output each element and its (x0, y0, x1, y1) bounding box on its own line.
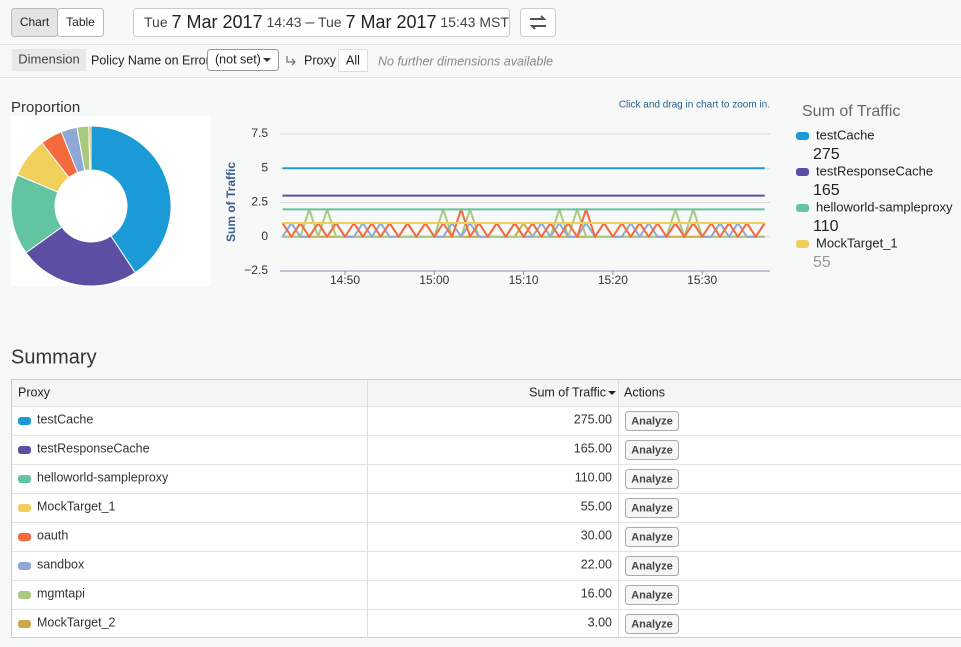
row-value: 165.00 (574, 441, 612, 455)
row-value: 16.00 (581, 586, 612, 600)
row-proxy: oauth (37, 528, 68, 542)
proxy-label: Proxy (304, 53, 337, 67)
chart-toggle-label[interactable]: Chart (20, 15, 50, 29)
swap-button[interactable] (521, 9, 556, 37)
legend-label: testResponseCache (816, 163, 933, 178)
header-actions: Actions (624, 385, 665, 399)
table-header (12, 380, 961, 406)
x-tick-label: 15:20 (598, 273, 628, 287)
legend-swatch (796, 132, 809, 140)
x-tick-label: 14:50 (330, 273, 360, 287)
row-swatch (18, 475, 31, 483)
row-value: 22.00 (581, 557, 612, 571)
analyze-label[interactable]: Analyze (631, 618, 673, 630)
row-value: 3.00 (588, 615, 612, 629)
header-value[interactable]: Sum of Traffic (529, 385, 606, 399)
all-label[interactable]: All (346, 53, 360, 67)
date-text: Tue 7 Mar 2017 14:43 – Tue 7 Mar 2017 15… (144, 12, 509, 32)
row-proxy: testResponseCache (37, 441, 150, 455)
to-time: 15:43 MST (440, 14, 509, 30)
x-tick-label: 15:00 (419, 273, 449, 287)
row-swatch (18, 533, 31, 541)
row-swatch (18, 417, 31, 425)
legend-value: 55 (813, 254, 831, 271)
y-tick-label: 0 (261, 229, 268, 243)
legend-label: MockTarget_1 (816, 235, 898, 250)
row-value: 55.00 (581, 499, 612, 513)
to-date: 7 Mar 2017 (345, 12, 436, 32)
x-tick-label: 15:10 (509, 273, 539, 287)
header-proxy[interactable]: Proxy (18, 385, 51, 399)
from-day: Tue (144, 14, 168, 30)
row-proxy: MockTarget_2 (37, 615, 116, 629)
table-toggle-label[interactable]: Table (66, 15, 95, 29)
row-proxy: mgmtapi (37, 586, 85, 600)
row-swatch (18, 620, 31, 628)
row-swatch (18, 446, 31, 454)
row-value: 30.00 (581, 528, 612, 542)
summary-title: Summary (11, 346, 97, 368)
analyze-label[interactable]: Analyze (631, 531, 673, 543)
analyze-label[interactable]: Analyze (631, 444, 673, 456)
legend-value: 275 (813, 146, 840, 163)
analyze-label[interactable]: Analyze (631, 415, 673, 427)
legend-value: 165 (813, 182, 840, 199)
from-time: 14:43 (266, 14, 301, 30)
row-proxy: MockTarget_1 (37, 499, 116, 513)
select-value[interactable]: (not set) (215, 52, 261, 66)
to-day: Tue (318, 14, 342, 30)
analyze-label[interactable]: Analyze (631, 473, 673, 485)
zoom-hint: Click and drag in chart to zoom in. (619, 100, 770, 111)
row-proxy: testCache (37, 412, 93, 426)
x-tick-label: 15:30 (687, 273, 717, 287)
analyze-label[interactable]: Analyze (631, 560, 673, 572)
dimension-field: Policy Name on Error (91, 53, 210, 67)
row-proxy: helloworld-sampleproxy (37, 470, 169, 484)
row-value: 110.00 (575, 470, 612, 484)
separator: – (305, 14, 314, 31)
legend-label: helloworld-sampleproxy (816, 199, 953, 214)
y-tick-label: 7.5 (251, 126, 268, 140)
row-swatch (18, 591, 31, 599)
row-swatch (18, 504, 31, 512)
dimension-note: No further dimensions available (378, 54, 553, 68)
dimension-label: Dimension (18, 51, 79, 66)
legend-label: testCache (816, 127, 875, 142)
analyze-label[interactable]: Analyze (631, 589, 673, 601)
row-value: 275.00 (574, 412, 612, 426)
y-axis-label: Sum of Traffic (224, 162, 238, 242)
legend-swatch (796, 204, 809, 212)
row-swatch (18, 562, 31, 570)
pie-title: Proportion (11, 99, 80, 116)
y-tick-label: −2.5 (244, 263, 268, 277)
legend-swatch (796, 168, 809, 176)
y-tick-label: 2.5 (251, 195, 268, 209)
analyze-label[interactable]: Analyze (631, 502, 673, 514)
legend-value: 110 (813, 218, 839, 235)
legend-swatch (796, 240, 809, 248)
table (12, 380, 961, 638)
from-date: 7 Mar 2017 (172, 12, 263, 32)
y-tick-label: 5 (261, 160, 268, 174)
legend-title: Sum of Traffic (802, 103, 900, 120)
row-proxy: sandbox (37, 557, 85, 571)
